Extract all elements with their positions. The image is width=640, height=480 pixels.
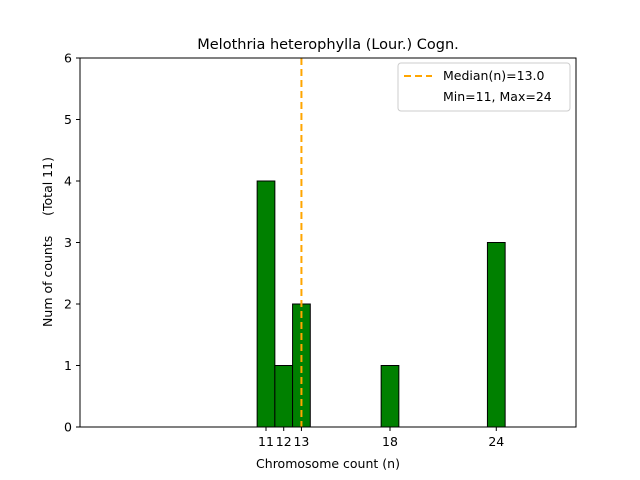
bar (274, 365, 294, 428)
y-tick-label: 2 (64, 297, 72, 312)
x-tick-label: 24 (488, 434, 504, 449)
legend: Median(n)=13.0 Min=11, Max=24 (397, 62, 571, 112)
legend-box (397, 62, 571, 112)
x-tick-label: 11 (258, 434, 274, 449)
x-tick-label: 18 (382, 434, 398, 449)
bars-group (256, 180, 506, 428)
y-tick-label: 6 (64, 51, 72, 66)
legend-entry-min-max: Min=11, Max=24 (443, 89, 552, 104)
y-tick-label: 0 (64, 420, 72, 435)
y-axis-label: Num of counts (Total 11) (40, 157, 55, 327)
x-tick-label: 13 (293, 434, 309, 449)
bar (486, 242, 506, 428)
bar (256, 180, 276, 428)
bar (380, 365, 400, 428)
chart-title: Melothria heterophylla (Lour.) Cogn. (197, 37, 459, 53)
x-axis-label: Chromosome count (n) (256, 456, 400, 471)
y-tick-label: 1 (64, 358, 72, 373)
legend-entry-median: Median(n)=13.0 (443, 68, 544, 83)
y-ticks-group: 0 1 2 3 4 5 6 (64, 51, 80, 435)
y-tick-label: 3 (64, 235, 72, 250)
y-tick-label: 4 (64, 174, 72, 189)
y-tick-label: 5 (64, 112, 72, 127)
x-tick-label: 12 (276, 434, 292, 449)
x-ticks-group: 11 12 13 18 24 (258, 427, 504, 449)
